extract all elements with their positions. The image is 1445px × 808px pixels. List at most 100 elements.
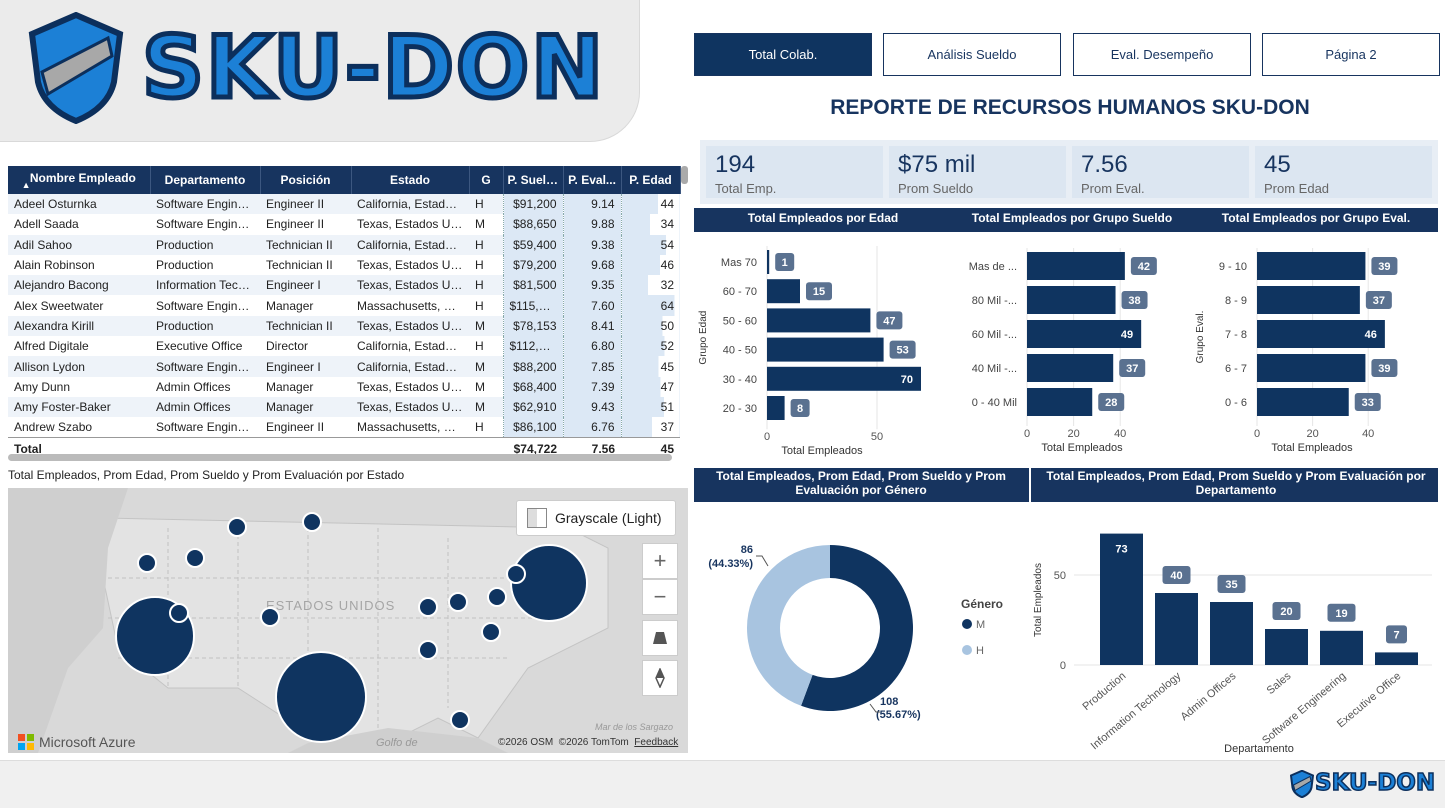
bar-2-1 [1257,286,1360,314]
table-cell: Engineer II [260,417,351,438]
table-cell: Technician II [260,254,351,276]
table-cell: Production [150,234,260,255]
table-row[interactable]: Alain Robinson Production Technician II Tex… [8,254,680,276]
table-row[interactable]: Amy Dunn Admin Offices Manager Texas, Estad… [8,376,680,397]
table-row[interactable]: Alex Sweetwater Software Engine... Manager… [8,295,680,316]
credit-osm: ©2026 OSM [498,737,554,748]
dept-bar-3 [1265,629,1308,665]
table-cell: M [469,315,503,337]
us-map[interactable]: ESTADOS UNIDOS Mar de los Sargazo Golfo … [8,488,688,753]
tick-label: 40 [1114,428,1126,440]
table-cell: H [469,336,503,357]
table-row[interactable]: Alfred Digitale Executive Office Director C… [8,336,680,357]
col-header-genero[interactable]: G [469,166,504,194]
credit-tomtom: ©2026 TomTom [558,737,629,748]
zoom-out-button[interactable]: − [642,579,678,615]
bar-data-label-bg [1371,257,1398,275]
nav-total-colab-button[interactable]: Total Colab. [694,33,872,76]
table-cell: Massachusetts, Es... [351,295,469,316]
bar-data-label-bg [1365,291,1392,309]
nav-analisis-sueldo-button[interactable]: Análisis Sueldo [883,33,1061,76]
dept-bar-1 [1155,593,1198,665]
col-header-eval[interactable]: P. Eval... [563,166,622,194]
kpi-prom-eval: 7.56 Prom Eval. [1072,146,1249,198]
col-header-edad[interactable]: P. Edad [621,166,681,194]
table-cell: Allison Lydon [8,356,150,377]
bar-2-3 [1257,354,1366,382]
bar-category-label: Mas 70 [721,257,757,269]
bar-data-label: 42 [1138,261,1150,273]
feedback-link[interactable]: Feedback [634,737,679,748]
col-header-nombre[interactable]: ▲ Nombre Empleado [8,166,151,194]
col-header-sueldo[interactable]: P. Sueldo [503,166,564,194]
dept-bar-5 [1375,652,1418,665]
bar-category-label: 60 - 70 [723,286,757,298]
table-cell: $62,910 [502,396,564,418]
table-cell: $59,400 [502,234,564,255]
bar-1-2 [1027,320,1142,348]
kpi-label: Total Emp. [715,181,777,196]
chart-title-depto-line1: Total Empleados, Prom Edad, Prom Sueldo … [1046,469,1426,483]
pitch-button[interactable] [642,620,678,656]
col-header-departamento[interactable]: Departamento [150,166,261,194]
donut-slice-H [747,545,830,706]
bar-category-label: 7 - 8 [1225,329,1247,341]
bar-data-label: 33 [1362,397,1374,409]
map-bubble [418,597,438,617]
y-axis-label: Total Empleados [1033,563,1044,637]
table-header-row: ▲ Nombre Empleado Departamento Posición … [8,166,681,194]
table-cell: M [469,396,503,418]
table-cell: Software Engine... [150,214,260,235]
bar-category-label: 0 - 6 [1225,397,1247,409]
tick-label: 20 [1306,428,1318,440]
x-axis-label: Total Empleados [1271,442,1353,454]
nav-pagina-2-button[interactable]: Página 2 [1262,33,1440,76]
bar-0-0 [767,250,770,274]
map-style-picker[interactable]: Grayscale (Light) [516,500,676,536]
table-row[interactable]: Adell Saada Software Engine... Engineer II… [8,214,680,235]
table-row[interactable]: Alejandro Bacong Information Tech... Engin… [8,275,680,296]
table-cell: Texas, Estados Uni... [351,315,469,337]
compass-button[interactable] [642,660,678,696]
table-cell: $88,650 [502,214,564,235]
bar-category-label: 80 Mil -... [972,295,1017,307]
table-cell: $115,966 [502,295,564,316]
x-axis-label: Total Empleados [1041,442,1123,454]
table-cell: Engineer I [260,356,351,377]
bar-data-label: 38 [1128,295,1140,307]
map-credits: ©2026 OSM ©2026 TomTom Feedback [498,737,678,748]
table-row[interactable]: Allison Lydon Software Engine... Engineer … [8,356,680,377]
table-cell: 9.88 [563,214,622,235]
table-cell: H [469,254,503,276]
bar-data-label: 39 [1378,261,1390,273]
bar-data-label: 70 [901,374,913,386]
table-row[interactable]: Andrew Szabo Software Engine... Engineer I… [8,417,680,438]
col-header-posicion[interactable]: Posición [260,166,352,194]
zoom-in-button[interactable]: + [642,543,678,579]
table-cell: 8.41 [563,315,622,337]
map-sea-label: Golfo de [376,737,418,749]
table-cell: 9.14 [563,194,622,215]
table-cell: California, Estados... [351,194,469,215]
table-cell: 37 [621,417,680,438]
table-row[interactable]: Alexandra Kirill Production Technician II T… [8,315,680,337]
table-row[interactable]: Amy Foster-Baker Admin Offices Manager Texa… [8,396,680,418]
nav-eval-desempeno-button[interactable]: Eval. Desempeño [1073,33,1251,76]
table-row[interactable]: Adil Sahoo Production Technician II Califor… [8,234,680,255]
dept-category-label: Production [1080,670,1128,713]
legend-label: H [976,645,984,657]
map-bubble-texas [275,651,367,743]
minus-icon: − [653,584,667,609]
table-cell: Texas, Estados Uni... [351,254,469,276]
table-cell: $78,153 [502,315,564,337]
table-cell: 32 [621,275,680,296]
bar-data-label: 46 [1365,329,1377,341]
table-cell: 7.39 [563,376,622,397]
table-row[interactable]: Adeel Osturnka Software Engine... Engineer… [8,194,680,215]
table-cell: 34 [621,214,680,235]
table-horizontal-scrollbar[interactable] [8,454,672,461]
col-header-estado[interactable]: Estado [351,166,470,194]
table-vertical-scrollbar[interactable] [681,166,688,184]
employee-table: ▲ Nombre Empleado Departamento Posición … [8,166,681,460]
